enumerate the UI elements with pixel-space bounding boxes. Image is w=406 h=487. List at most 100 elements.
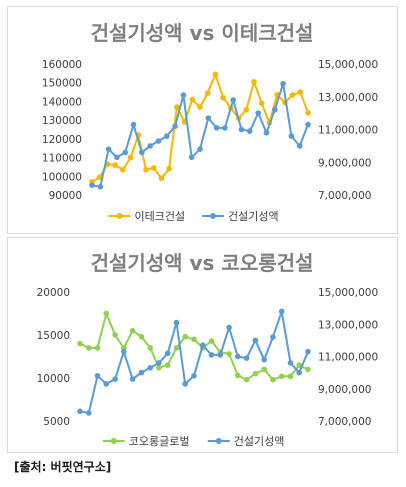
series-point-1: [305, 348, 311, 355]
series-point-0: [150, 165, 157, 171]
series-point-1: [173, 319, 180, 326]
chart-panel-kolon: 건설기성액 vs 코오롱건설 20000 15000 10000 5000 15,000,…: [7, 237, 398, 453]
series-point-0: [278, 373, 285, 380]
series-point-1: [263, 130, 270, 136]
series-point-0: [147, 345, 153, 351]
legend-label: 코오롱글로벌: [129, 435, 190, 448]
legend-swatch-marker: [210, 213, 216, 219]
y-right-tick-label: 9,000,000: [318, 157, 371, 169]
series-point-0: [296, 362, 303, 368]
series-point-0: [261, 366, 267, 373]
y-left-tick-label: 130000: [42, 115, 82, 127]
series-point-1: [296, 369, 303, 376]
series-point-0: [208, 338, 215, 344]
series-point-1: [200, 342, 206, 348]
y-left-tick-label: 20000: [37, 287, 70, 299]
y-right-tick-label: 9,000,000: [318, 384, 371, 396]
series-line-0: [91, 73, 309, 183]
series-point-1: [105, 146, 112, 152]
series-point-0: [220, 94, 226, 101]
source-note: [출처: 버핏연구소]: [14, 460, 112, 474]
series-point-1: [247, 128, 253, 134]
chart-panel-etech: 건설기성액 vs 이테크건설 160000 150000 140000 130000 12…: [7, 6, 398, 234]
legend-swatch-marker: [116, 213, 123, 219]
y-right-tick-label: 15,000,000: [318, 287, 378, 299]
series-point-1: [305, 121, 311, 128]
series-point-0: [204, 90, 211, 96]
series-point-0: [297, 89, 304, 95]
series-point-0: [173, 345, 180, 351]
series-point-0: [189, 96, 196, 103]
series-point-0: [112, 332, 118, 338]
legend-label: 이테크건설: [135, 210, 186, 223]
series-point-1: [94, 373, 101, 379]
series-point-1: [287, 360, 294, 366]
series-point-0: [112, 162, 118, 168]
y-right-tick-label: 7,000,000: [318, 190, 371, 202]
series-point-1: [180, 92, 187, 98]
series-point-0: [182, 333, 188, 340]
series-point-1: [139, 149, 145, 156]
series-point-1: [226, 324, 232, 331]
y-left-tick-label: 150000: [42, 78, 82, 90]
series-point-0: [86, 345, 92, 351]
y-left-tick-label: 10000: [37, 373, 70, 385]
series-point-0: [120, 166, 126, 173]
series-point-0: [197, 104, 203, 110]
series-point-1: [147, 365, 153, 371]
series-point-1: [238, 126, 245, 133]
series-point-0: [156, 364, 162, 371]
series-point-1: [97, 184, 104, 190]
series-point-0: [270, 376, 276, 383]
series-point-1: [121, 348, 127, 355]
series-point-1: [255, 110, 261, 116]
series-point-1: [147, 143, 153, 149]
series-point-1: [188, 154, 195, 161]
series-point-1: [164, 133, 170, 139]
y-left-tick-label: 5000: [43, 416, 70, 428]
series-point-0: [166, 166, 172, 172]
series-point-1: [112, 376, 118, 382]
chart-title: 건설기성액 vs 코오롱건설: [91, 251, 314, 275]
series-point-1: [138, 369, 145, 376]
series-point-1: [89, 182, 95, 188]
series-point-0: [289, 92, 296, 98]
y-left-tick-label: 110000: [42, 153, 82, 165]
series-point-0: [138, 333, 145, 340]
legend-item: 건설기성액: [207, 435, 285, 448]
series-point-1: [114, 154, 120, 161]
series-point-1: [270, 334, 276, 340]
series-point-1: [122, 149, 128, 156]
series-point-1: [222, 125, 228, 131]
series-point-0: [77, 340, 83, 347]
y-right-tick-label: 7,000,000: [318, 416, 371, 428]
legend-swatch-marker: [110, 438, 117, 444]
y-left-tick-label: 15000: [37, 330, 70, 342]
series-point-1: [272, 107, 278, 113]
y-left-tick-label: 100000: [42, 171, 82, 183]
series-point-0: [127, 154, 134, 161]
y-right-tick-label: 13,000,000: [318, 92, 378, 104]
series-point-0: [212, 71, 219, 78]
series-point-1: [217, 352, 224, 358]
series-point-1: [243, 355, 250, 361]
series-point-1: [280, 80, 286, 87]
y-left-tick-label: 140000: [42, 96, 82, 108]
y-right-tick-label: 13,000,000: [318, 319, 378, 331]
chart-etech: 건설기성액 vs 이테크건설 160000 150000 140000 130000 12…: [42, 21, 378, 223]
series-point-0: [103, 310, 110, 317]
y-left-tick-label: 90000: [49, 190, 82, 202]
legend-label: 건설기성액: [234, 435, 285, 448]
series-point-0: [251, 79, 257, 85]
series-point-0: [158, 175, 165, 181]
y-right-tick-label: 11,000,000: [318, 352, 378, 364]
series-point-1: [230, 97, 236, 103]
legend-label: 건설기성액: [228, 210, 279, 223]
series-point-1: [205, 115, 212, 121]
series-point-1: [191, 373, 197, 379]
legend-item: 건설기성액: [202, 210, 279, 223]
y-left-tick-label: 160000: [42, 59, 82, 71]
series-point-0: [252, 370, 259, 377]
series-point-1: [252, 337, 259, 344]
series-point-0: [287, 373, 294, 380]
